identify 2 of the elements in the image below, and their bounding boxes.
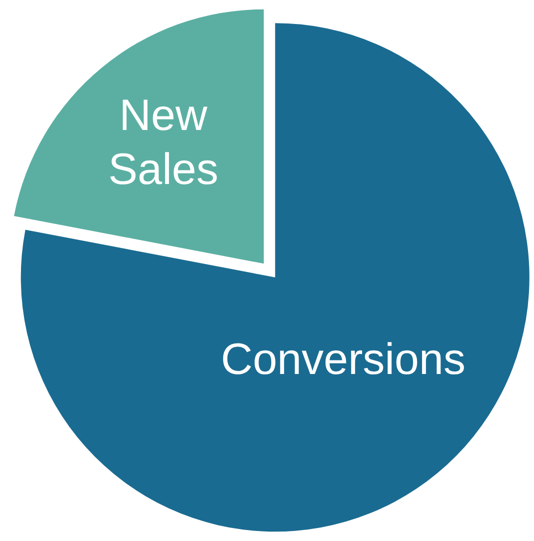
slice-label: Conversions bbox=[220, 335, 466, 384]
slice-label: New Sales bbox=[108, 90, 218, 194]
